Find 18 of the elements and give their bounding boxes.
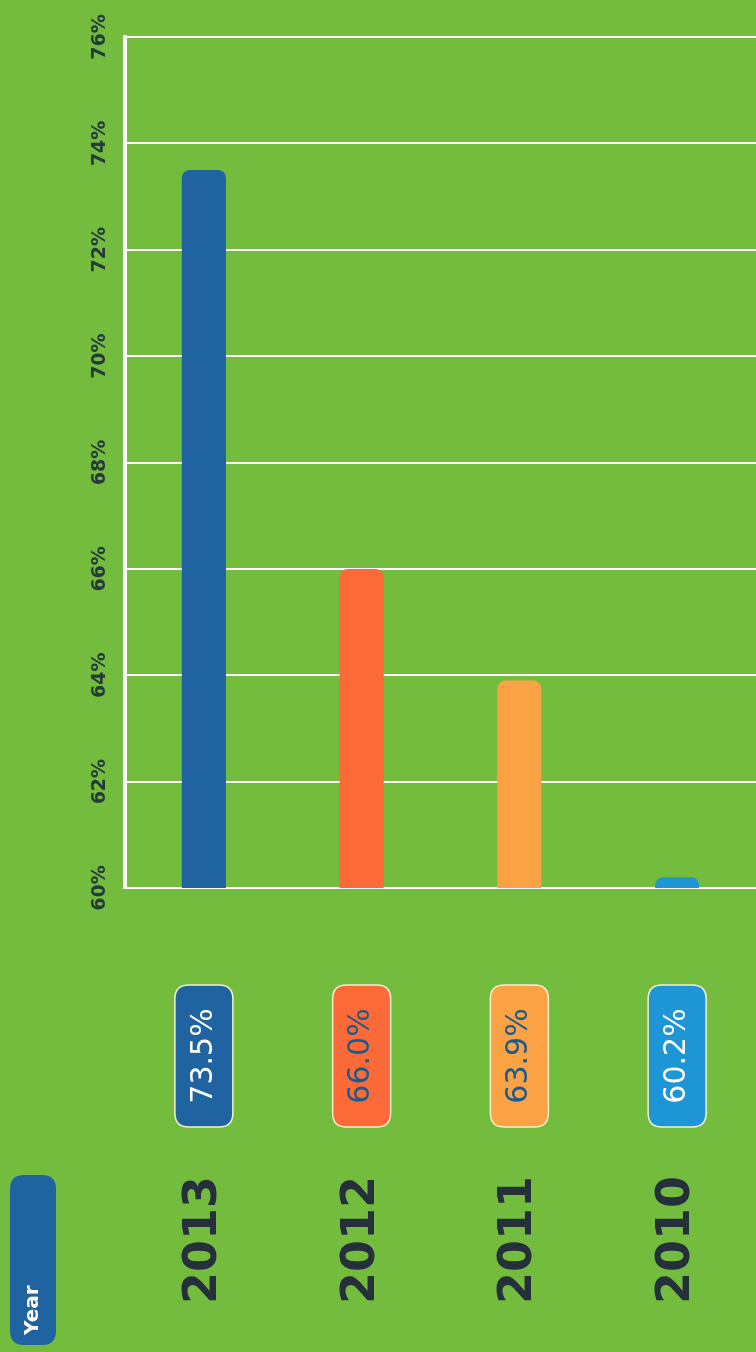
data-label: 73.5%	[183, 1008, 219, 1104]
y-tick-label: 66%	[86, 546, 109, 592]
y-tick-label: 74%	[86, 120, 109, 167]
data-label: 60.2%	[656, 1008, 692, 1104]
y-tick-label: 60%	[86, 865, 109, 911]
y-tick-label: 68%	[86, 439, 109, 486]
data-label: 63.9%	[499, 1008, 535, 1104]
text: Year	[19, 1285, 44, 1336]
data-label: 66.0%	[341, 1008, 377, 1104]
y-tick-label: 64%	[86, 652, 109, 698]
x-tick-label: 2012	[330, 1175, 385, 1305]
y-tick-label: 76%	[86, 14, 109, 60]
y-tick-label: 72%	[86, 227, 109, 273]
x-tick-label: 2010	[646, 1175, 701, 1305]
x-tick-label: 2013	[172, 1175, 227, 1305]
y-tick-label: 62%	[86, 758, 109, 805]
y-tick-label: 70%	[86, 333, 109, 379]
x-tick-label: 2011	[488, 1175, 543, 1305]
